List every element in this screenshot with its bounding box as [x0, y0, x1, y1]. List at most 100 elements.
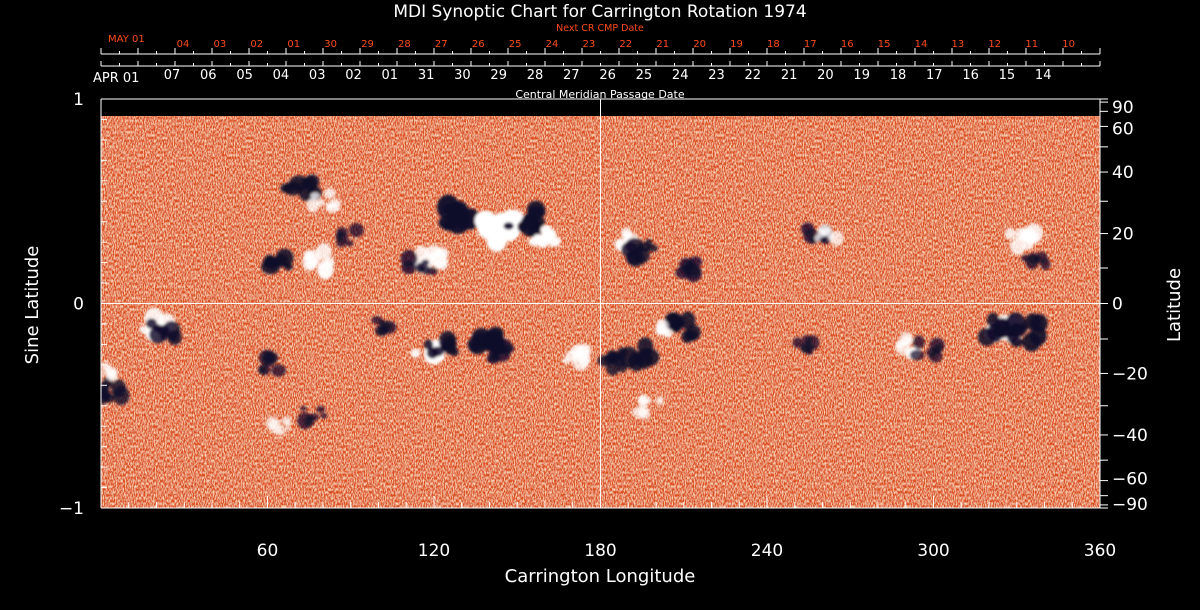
cmp-date-label: 14 — [1035, 68, 1052, 83]
region-patch — [264, 254, 276, 267]
region-patch — [986, 312, 1000, 328]
region-patch — [107, 370, 118, 382]
active-region-28 — [371, 315, 397, 337]
x-axis-label: Carrington Longitude — [505, 566, 696, 587]
region-patch — [497, 228, 510, 241]
region-patch — [323, 188, 336, 199]
cmp-date-label: 22 — [745, 68, 762, 83]
cmp-date-label: 04 — [273, 68, 290, 83]
x-tick-label: 300 — [917, 541, 949, 561]
cmp-date-label: 18 — [890, 68, 907, 83]
cmp-date-label: 06 — [200, 68, 217, 83]
region-patch — [410, 348, 421, 358]
region-patch — [623, 231, 631, 238]
region-patch — [284, 426, 291, 431]
active-region-29 — [562, 343, 592, 371]
region-patch — [606, 360, 620, 376]
region-patch — [912, 335, 925, 350]
cmp-date-label: 24 — [672, 68, 689, 83]
region-patch — [162, 320, 181, 339]
region-patch — [421, 259, 430, 266]
region-patch — [570, 344, 584, 359]
region-patch — [471, 327, 492, 348]
next-cmp-date-label: 14 — [915, 39, 928, 50]
active-region-41 — [265, 416, 292, 437]
next-cmp-date-label: 27 — [435, 39, 448, 50]
next-cmp-date-label: 16 — [841, 39, 854, 50]
region-patch — [1024, 313, 1042, 331]
region-patch — [655, 396, 665, 406]
region-patch — [482, 219, 498, 234]
region-patch — [310, 192, 320, 200]
region-patch — [977, 327, 997, 347]
cmp-date-label: 28 — [527, 68, 544, 83]
y-tick-label-right: 40 — [1112, 163, 1134, 183]
active-region-36 — [909, 335, 945, 363]
next-cmp-date-label: 02 — [250, 39, 263, 50]
region-patch — [1025, 254, 1039, 270]
active-region-12 — [614, 227, 639, 253]
cmp-date-label: 21 — [781, 68, 798, 83]
cmp-date-label: 02 — [345, 68, 362, 83]
next-cmp-date-label: 11 — [1025, 39, 1038, 50]
active-region-42 — [632, 394, 665, 420]
next-cmp-date-label: 18 — [767, 39, 780, 50]
y-tick-label-right: 60 — [1112, 119, 1134, 139]
region-patch — [308, 413, 320, 421]
cmp-date-label: 03 — [309, 68, 326, 83]
y-axis-label-right: Latitude — [1164, 268, 1185, 342]
y-tick-label-right: −40 — [1112, 426, 1148, 446]
next-cmp-date-label: 21 — [656, 39, 669, 50]
x-tick-label: 120 — [418, 541, 450, 561]
region-patch — [899, 332, 914, 346]
region-patch — [806, 335, 820, 351]
region-patch — [423, 339, 434, 351]
region-patch — [684, 259, 696, 271]
active-region-17 — [1004, 223, 1044, 256]
active-region-32 — [664, 311, 701, 344]
region-patch — [647, 244, 658, 252]
y-tick-label-right: −60 — [1112, 470, 1148, 490]
next-cmp-date-label: 03 — [214, 39, 227, 50]
region-patch — [374, 325, 389, 337]
region-patch — [436, 194, 460, 221]
next-cmp-date-label: 25 — [509, 39, 522, 50]
cmp-date-label: 25 — [636, 68, 653, 83]
region-patch — [830, 230, 844, 246]
cmp-date-label: 17 — [926, 68, 943, 83]
plot-area — [101, 99, 1100, 508]
region-patch — [306, 197, 320, 213]
region-patch — [348, 223, 364, 238]
active-region-27 — [486, 339, 515, 364]
region-patch — [336, 238, 347, 248]
next-cmp-date-label: 20 — [693, 39, 706, 50]
region-patch — [792, 337, 803, 349]
next-cmp-date-label: 19 — [730, 39, 743, 50]
y-tick-label-left: −1 — [59, 499, 84, 519]
cmp-date-label: 15 — [999, 68, 1016, 83]
x-tick-label: 60 — [257, 541, 279, 561]
y-axis-label-left: Sine Latitude — [22, 246, 43, 365]
active-region-40 — [297, 405, 328, 430]
region-patch — [1005, 312, 1026, 337]
next-cmp-date-label: 24 — [546, 39, 559, 50]
region-patch — [542, 228, 556, 239]
active-region-22 — [101, 361, 118, 382]
y-tick-label-right: 90 — [1112, 98, 1134, 118]
next-cmp-date-label: 12 — [988, 39, 1001, 50]
next-cmp-date-label: 13 — [952, 39, 965, 50]
cmp-date-label: 23 — [708, 68, 725, 83]
cmp-date-label: 20 — [817, 68, 834, 83]
region-patch — [415, 262, 425, 273]
cmp-date-label: 30 — [454, 68, 471, 83]
active-region-39 — [1005, 312, 1048, 352]
active-region-8 — [306, 188, 342, 213]
active-region-9 — [261, 248, 294, 275]
cmp-start-label: APR 01 — [93, 71, 139, 86]
active-region-26 — [467, 326, 506, 355]
next-cmp-date-label: 23 — [583, 39, 596, 50]
active-region-10 — [302, 243, 335, 280]
region-patch — [909, 349, 925, 361]
y-tick-label-right: 0 — [1112, 295, 1123, 315]
region-patch — [431, 346, 444, 357]
